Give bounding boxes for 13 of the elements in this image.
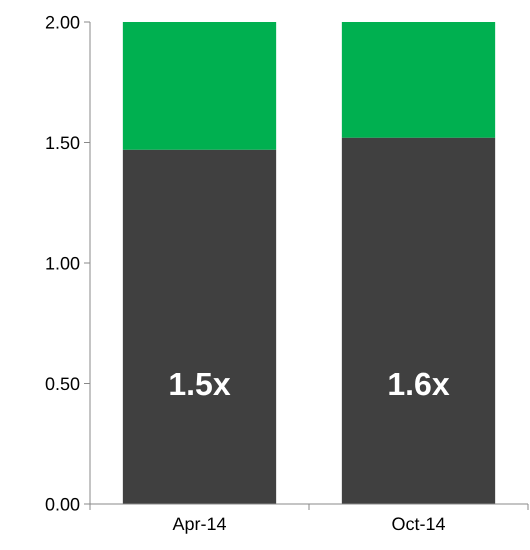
- bar: [122, 22, 276, 150]
- x-tick-label: Apr-14: [172, 514, 227, 534]
- y-tick-label: 2.00: [44, 12, 80, 32]
- y-tick-label: 1.50: [44, 132, 80, 153]
- bar: [342, 22, 496, 138]
- bar: [122, 150, 276, 504]
- annotation: 1.6x: [387, 366, 450, 402]
- y-tick-label: 0.50: [44, 374, 80, 394]
- annotation: 1.5x: [168, 366, 231, 402]
- x-tick-label: Oct-14: [391, 514, 446, 534]
- y-tick-label: 0.00: [44, 494, 80, 514]
- y-tick-label: 1.00: [44, 253, 80, 274]
- bar: [342, 138, 496, 504]
